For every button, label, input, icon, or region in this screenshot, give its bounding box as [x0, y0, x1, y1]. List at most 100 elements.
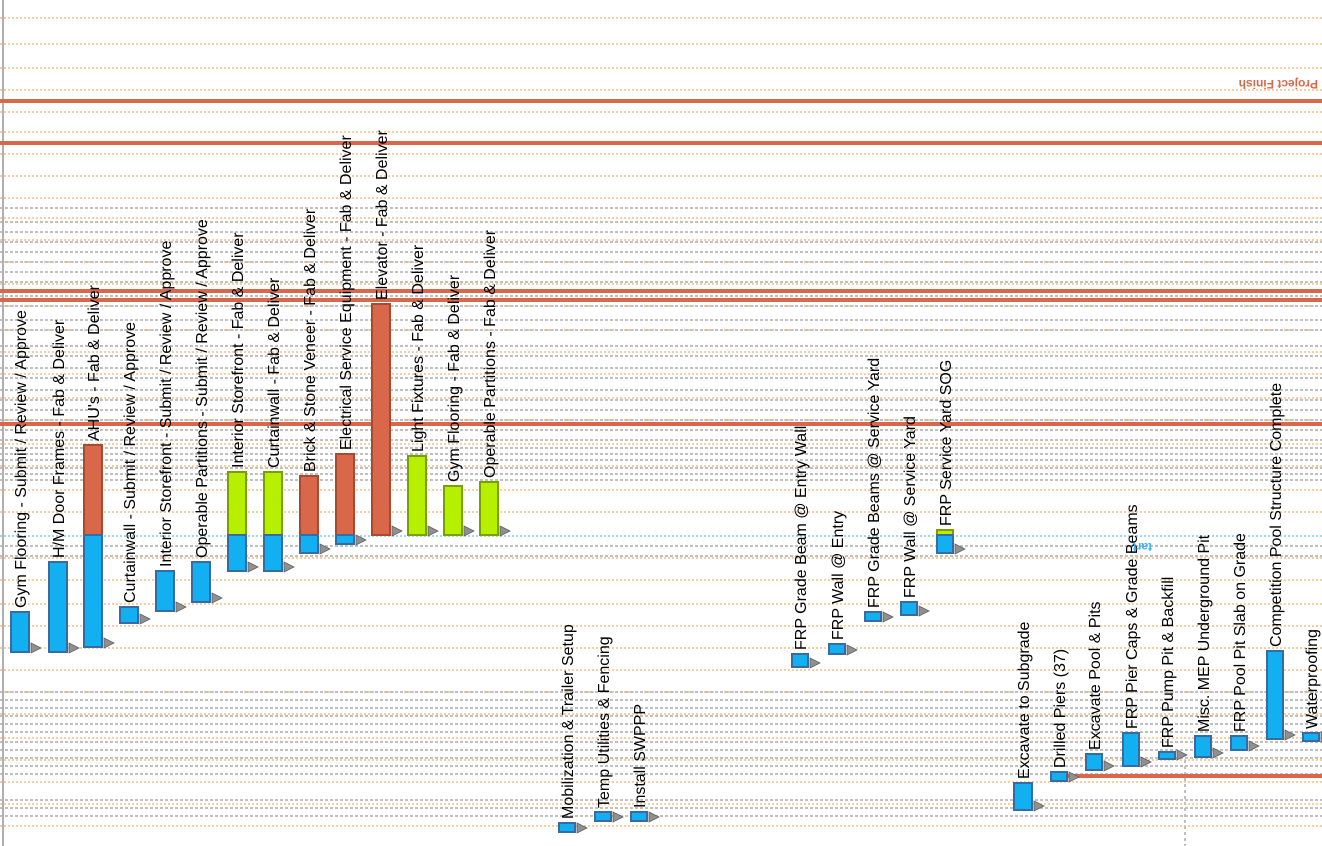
task-label: FRP Service Yard SOG — [938, 360, 955, 526]
dependency-arrow — [1284, 729, 1296, 741]
task-label: Temp Utilities & Fencing — [596, 636, 613, 808]
dependency-arrow — [954, 543, 966, 555]
dependency-arrow — [1033, 800, 1045, 812]
task-label: FRP Pump Pit & Backfill — [1160, 577, 1177, 748]
dependency-arrow — [499, 525, 511, 537]
task-bar[interactable] — [83, 534, 103, 648]
dependency-arrow — [68, 642, 80, 654]
task-label: FRP Pool Pit Slab on Grade — [1232, 533, 1249, 732]
task-bar[interactable] — [1122, 732, 1140, 767]
task-bar[interactable] — [371, 303, 391, 536]
task-bar[interactable] — [1158, 751, 1176, 760]
task-bar[interactable] — [299, 534, 319, 554]
dependency-arrow — [1140, 756, 1152, 768]
milestone-label: Project Finish — [1239, 77, 1318, 91]
task-label: FRP Grade Beam @ Entry Wall — [793, 426, 810, 650]
task-label: Competition Pool Structure Complete — [1268, 383, 1285, 647]
dependency-arrow — [391, 525, 403, 537]
dependency-arrow — [918, 605, 930, 617]
task-label: Elevator - Fab & Deliver — [374, 129, 391, 300]
task-bar[interactable] — [299, 475, 319, 536]
task-label: Interior Storefront - Submit / Review / … — [158, 241, 175, 567]
task-bar[interactable] — [558, 822, 576, 833]
task-labels: Gym Flooring - Submit / Review / Approve… — [13, 129, 1321, 819]
task-label: Waterproofing — [1304, 629, 1321, 729]
task-bar[interactable] — [900, 601, 918, 616]
task-bar[interactable] — [1230, 735, 1248, 751]
task-bar[interactable] — [83, 444, 103, 536]
task-label: Light Fixtures - Fab & Deliver — [410, 244, 427, 452]
dependency-arrow — [283, 561, 295, 573]
task-bar[interactable] — [1302, 732, 1320, 742]
task-label: FRP Wall @ Service Yard — [902, 416, 919, 598]
task-bar[interactable] — [335, 453, 355, 536]
task-bar[interactable] — [443, 485, 463, 536]
task-bar[interactable] — [1194, 735, 1212, 758]
dependency-arrow — [211, 592, 223, 604]
task-bar[interactable] — [10, 611, 30, 653]
task-label: Misc. MEP Underground Pit — [1196, 534, 1213, 732]
task-label: Electrical Service Equipment - Fab & Del… — [338, 135, 355, 450]
task-label: FRP Wall @ Entry — [830, 511, 847, 640]
task-bar[interactable] — [479, 481, 499, 536]
task-bar[interactable] — [263, 471, 283, 536]
task-label: Curtainwall - Fab & Deliver — [266, 277, 283, 468]
task-label: Interior Storefront - Fab & Deliver — [230, 232, 247, 468]
dependency-arrow — [846, 644, 858, 656]
task-label: Operable Partitions - Fab & Deliver — [482, 229, 499, 478]
dependency-arrow — [648, 811, 660, 823]
dependency-arrow — [427, 525, 439, 537]
dependency-arrow — [247, 561, 259, 573]
dependency-arrow — [30, 642, 42, 654]
task-bar[interactable] — [936, 534, 954, 554]
task-bar[interactable] — [594, 811, 612, 822]
task-label: Gym Flooring - Submit / Review / Approve — [13, 310, 30, 608]
task-label: Drilled Piers (37) — [1052, 649, 1069, 768]
task-label: Install SWPPP — [632, 704, 649, 808]
milestone-label: tart — [1133, 540, 1152, 554]
dependency-arrow — [1248, 740, 1260, 752]
task-bar[interactable] — [407, 455, 427, 536]
dependency-arrow — [1176, 749, 1188, 761]
task-bar[interactable] — [1085, 753, 1103, 771]
dependency-arrow — [175, 601, 187, 613]
task-bar[interactable] — [227, 471, 247, 536]
dependency-arrow — [1068, 771, 1080, 783]
task-label: Brick & Stone Veneer - Fab & Deliver — [302, 208, 319, 472]
task-label: FRP Pier Caps & Grade Beams — [1124, 504, 1141, 729]
dependency-arrow — [809, 657, 821, 669]
dependency-arrow — [1212, 747, 1224, 759]
task-bar[interactable] — [1050, 771, 1068, 782]
dependency-arrow — [103, 637, 115, 649]
dependency-arrow — [612, 811, 624, 823]
task-bar[interactable] — [263, 534, 283, 572]
task-label: FRP Grade Beams @ Service Yard — [866, 358, 883, 608]
task-bar[interactable] — [335, 534, 355, 545]
milestone-lines — [0, 99, 1322, 778]
dependency-arrow — [882, 611, 894, 623]
dependency-arrow — [1103, 760, 1115, 772]
milestone-labels: Project Finish tart — [1133, 77, 1318, 554]
task-bar[interactable] — [119, 606, 139, 624]
task-bar[interactable] — [1013, 782, 1033, 811]
task-bar[interactable] — [48, 561, 68, 653]
task-bar[interactable] — [1266, 650, 1284, 740]
dependency-arrow — [463, 525, 475, 537]
task-bar[interactable] — [227, 534, 247, 572]
task-bar[interactable] — [828, 643, 846, 655]
dependency-links — [30, 525, 1322, 834]
task-bar[interactable] — [864, 611, 882, 622]
task-bar[interactable] — [155, 570, 175, 612]
task-bar[interactable] — [191, 561, 211, 603]
task-label: AHU's - Fab & Deliver — [86, 284, 103, 441]
dependency-arrow — [139, 613, 151, 625]
task-label: Excavate to Subgrade — [1016, 621, 1033, 779]
dependency-arrow — [319, 543, 331, 555]
task-label: Gym Flooring - Fab & Deliver — [446, 274, 463, 482]
dependency-arrow — [576, 822, 588, 834]
task-bar[interactable] — [630, 811, 648, 822]
task-bar[interactable] — [791, 653, 809, 668]
task-label: Mobilization & Trailer Setup — [560, 624, 577, 819]
task-bars — [10, 303, 1320, 833]
